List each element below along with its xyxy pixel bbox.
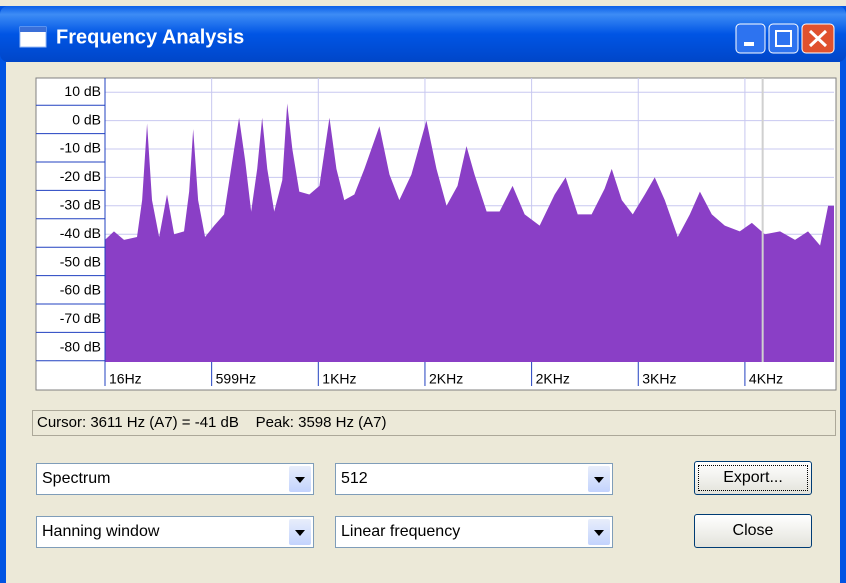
function-value: Hanning window — [42, 523, 160, 540]
function-select[interactable]: Hanning window — [36, 516, 314, 548]
algorithm-value: Spectrum — [42, 470, 111, 487]
window-title: Frequency Analysis — [56, 26, 244, 48]
spectrum-area — [105, 103, 834, 362]
y-tick-label: 0 dB — [72, 111, 101, 127]
export-button[interactable]: Export... — [694, 461, 812, 495]
algorithm-select[interactable]: Spectrum — [36, 463, 314, 495]
x-tick-label: 2KHz — [536, 371, 570, 387]
dropdown-arrow — [289, 466, 311, 492]
maximize-button[interactable] — [768, 23, 799, 54]
maximize-icon — [775, 30, 792, 47]
dropdown-arrow — [588, 519, 610, 545]
cursor-readout: Cursor: 3611 Hz (A7) = -41 dB — [37, 414, 239, 431]
x-tick-label: 3KHz — [642, 371, 676, 387]
close-label: Close — [732, 522, 774, 539]
y-tick-label: -40 dB — [60, 225, 101, 241]
size-select[interactable]: 512 — [335, 463, 613, 495]
minimize-icon — [744, 42, 754, 46]
x-tick-label: 4KHz — [749, 371, 783, 387]
dropdown-arrow — [289, 519, 311, 545]
minimize-button[interactable] — [735, 23, 766, 54]
close-button[interactable]: Close — [694, 514, 812, 548]
export-label: Export... — [723, 469, 783, 486]
y-tick-label: -20 dB — [60, 168, 101, 184]
x-tick-label: 16Hz — [109, 371, 142, 387]
y-tick-label: -70 dB — [60, 310, 101, 326]
title-bar — [0, 6, 846, 62]
y-tick-label: 10 dB — [64, 83, 101, 99]
spectrum-plot: 10 dB 0 dB -10 dB -20 dB -30 dB -40 dB -50 dB -… — [36, 78, 834, 387]
status-bar: Cursor: 3611 Hz (A7) = -41 dB Peak: 3598… — [32, 410, 836, 436]
window-icon-bar — [20, 27, 46, 32]
y-tick-label: -30 dB — [60, 197, 101, 213]
axis-select[interactable]: Linear frequency — [335, 516, 613, 548]
y-tick-label: -60 dB — [60, 282, 101, 298]
x-tick-label: 599Hz — [216, 371, 256, 387]
y-tick-label: -50 dB — [60, 253, 101, 269]
y-tick-label: -10 dB — [60, 140, 101, 156]
axis-value: Linear frequency — [341, 523, 461, 540]
y-tick-label: -80 dB — [60, 339, 101, 355]
x-tick-label: 2KHz — [429, 371, 463, 387]
close-icon — [808, 29, 828, 48]
x-tick-label: 1KHz — [322, 371, 356, 387]
dropdown-arrow — [588, 466, 610, 492]
peak-readout: Peak: 3598 Hz (A7) — [255, 414, 387, 431]
size-value: 512 — [341, 470, 368, 487]
